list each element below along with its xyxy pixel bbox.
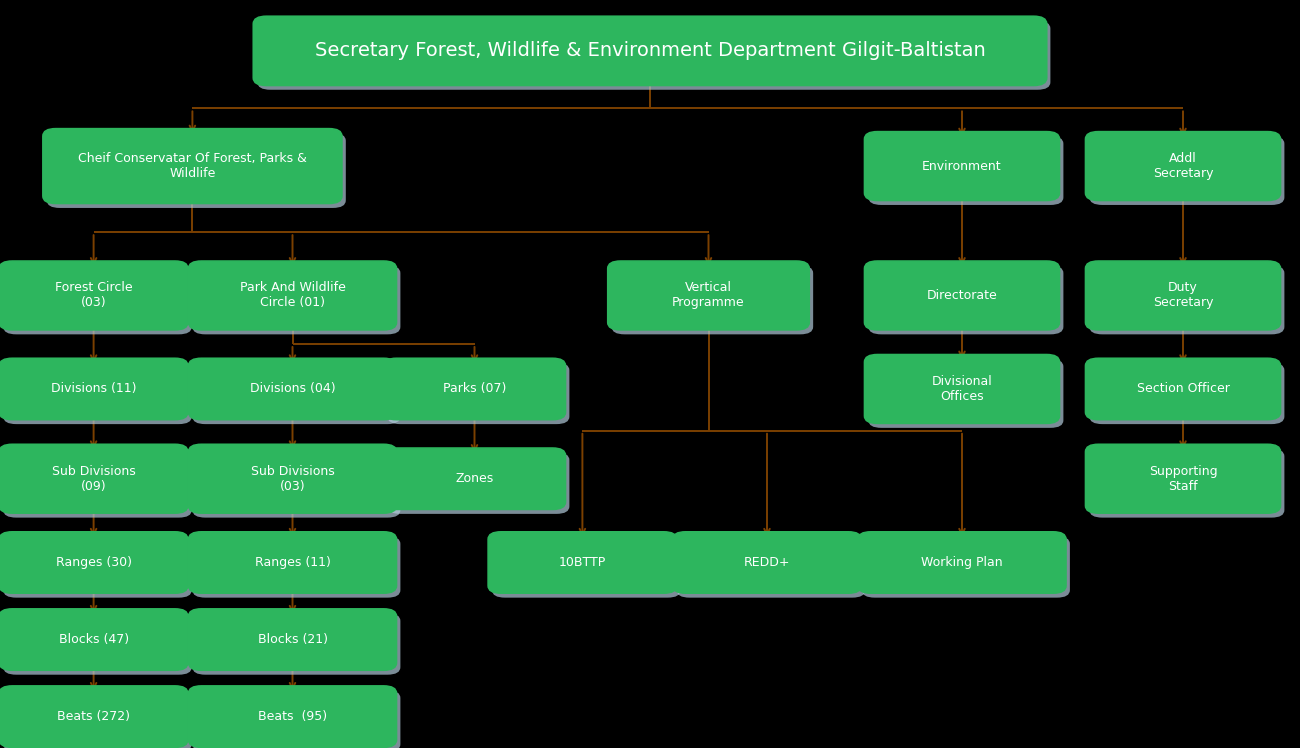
FancyBboxPatch shape bbox=[1089, 136, 1284, 205]
FancyBboxPatch shape bbox=[188, 444, 396, 513]
FancyBboxPatch shape bbox=[1089, 266, 1284, 334]
FancyBboxPatch shape bbox=[858, 532, 1066, 593]
Text: 10BTTP: 10BTTP bbox=[559, 556, 606, 569]
FancyBboxPatch shape bbox=[192, 613, 400, 675]
FancyBboxPatch shape bbox=[387, 363, 569, 424]
FancyBboxPatch shape bbox=[864, 355, 1060, 423]
Text: Working Plan: Working Plan bbox=[922, 556, 1002, 569]
FancyBboxPatch shape bbox=[192, 449, 400, 518]
FancyBboxPatch shape bbox=[868, 359, 1063, 428]
FancyBboxPatch shape bbox=[608, 261, 809, 330]
FancyBboxPatch shape bbox=[1086, 261, 1280, 330]
FancyBboxPatch shape bbox=[384, 448, 566, 509]
FancyBboxPatch shape bbox=[254, 16, 1046, 85]
FancyBboxPatch shape bbox=[676, 536, 866, 598]
FancyBboxPatch shape bbox=[3, 613, 192, 675]
FancyBboxPatch shape bbox=[612, 266, 814, 334]
Text: Forest Circle
(03): Forest Circle (03) bbox=[55, 281, 133, 310]
FancyBboxPatch shape bbox=[1086, 132, 1280, 200]
FancyBboxPatch shape bbox=[192, 690, 400, 748]
FancyBboxPatch shape bbox=[0, 261, 187, 330]
Text: Environment: Environment bbox=[922, 159, 1002, 173]
Text: Cheif Conservatar Of Forest, Parks &
Wildlife: Cheif Conservatar Of Forest, Parks & Wil… bbox=[78, 152, 307, 180]
Text: Blocks (21): Blocks (21) bbox=[257, 633, 328, 646]
FancyBboxPatch shape bbox=[0, 358, 187, 420]
FancyBboxPatch shape bbox=[188, 532, 396, 593]
FancyBboxPatch shape bbox=[862, 536, 1070, 598]
FancyBboxPatch shape bbox=[1086, 358, 1280, 420]
FancyBboxPatch shape bbox=[192, 266, 400, 334]
Text: Parks (07): Parks (07) bbox=[443, 382, 506, 396]
FancyBboxPatch shape bbox=[43, 129, 342, 203]
FancyBboxPatch shape bbox=[188, 609, 396, 670]
FancyBboxPatch shape bbox=[257, 21, 1050, 90]
FancyBboxPatch shape bbox=[3, 690, 192, 748]
Text: Beats  (95): Beats (95) bbox=[257, 710, 328, 723]
Text: Addl
Secretary: Addl Secretary bbox=[1153, 152, 1213, 180]
Text: Divisions (04): Divisions (04) bbox=[250, 382, 335, 396]
FancyBboxPatch shape bbox=[491, 536, 681, 598]
Text: Divisions (11): Divisions (11) bbox=[51, 382, 136, 396]
Text: Vertical
Programme: Vertical Programme bbox=[672, 281, 745, 310]
Text: Secretary Forest, Wildlife & Environment Department Gilgit-Baltistan: Secretary Forest, Wildlife & Environment… bbox=[315, 41, 985, 61]
FancyBboxPatch shape bbox=[1089, 363, 1284, 424]
FancyBboxPatch shape bbox=[864, 132, 1060, 200]
Text: REDD+: REDD+ bbox=[744, 556, 790, 569]
FancyBboxPatch shape bbox=[864, 261, 1060, 330]
Text: Divisional
Offices: Divisional Offices bbox=[932, 375, 992, 403]
FancyBboxPatch shape bbox=[188, 686, 396, 747]
FancyBboxPatch shape bbox=[0, 609, 187, 670]
FancyBboxPatch shape bbox=[3, 266, 192, 334]
FancyBboxPatch shape bbox=[3, 536, 192, 598]
FancyBboxPatch shape bbox=[3, 449, 192, 518]
Text: Beats (272): Beats (272) bbox=[57, 710, 130, 723]
FancyBboxPatch shape bbox=[868, 266, 1063, 334]
FancyBboxPatch shape bbox=[47, 133, 346, 208]
FancyBboxPatch shape bbox=[1086, 444, 1280, 513]
FancyBboxPatch shape bbox=[188, 358, 396, 420]
FancyBboxPatch shape bbox=[192, 363, 400, 424]
FancyBboxPatch shape bbox=[489, 532, 676, 593]
FancyBboxPatch shape bbox=[387, 453, 569, 514]
FancyBboxPatch shape bbox=[1089, 449, 1284, 518]
Text: Park And Wildlife
Circle (01): Park And Wildlife Circle (01) bbox=[239, 281, 346, 310]
Text: Supporting
Staff: Supporting Staff bbox=[1149, 465, 1217, 493]
FancyBboxPatch shape bbox=[673, 532, 861, 593]
FancyBboxPatch shape bbox=[192, 536, 400, 598]
Text: Blocks (47): Blocks (47) bbox=[58, 633, 129, 646]
Text: Section Officer: Section Officer bbox=[1136, 382, 1230, 396]
FancyBboxPatch shape bbox=[0, 532, 187, 593]
FancyBboxPatch shape bbox=[384, 358, 566, 420]
Text: Directorate: Directorate bbox=[927, 289, 997, 302]
Text: Zones: Zones bbox=[455, 472, 494, 485]
FancyBboxPatch shape bbox=[3, 363, 192, 424]
Text: Ranges (11): Ranges (11) bbox=[255, 556, 330, 569]
Text: Sub Divisions
(03): Sub Divisions (03) bbox=[251, 465, 334, 493]
FancyBboxPatch shape bbox=[0, 686, 187, 747]
Text: Ranges (30): Ranges (30) bbox=[56, 556, 131, 569]
FancyBboxPatch shape bbox=[0, 444, 187, 513]
Text: Sub Divisions
(09): Sub Divisions (09) bbox=[52, 465, 135, 493]
FancyBboxPatch shape bbox=[868, 136, 1063, 205]
FancyBboxPatch shape bbox=[188, 261, 396, 330]
Text: Duty
Secretary: Duty Secretary bbox=[1153, 281, 1213, 310]
